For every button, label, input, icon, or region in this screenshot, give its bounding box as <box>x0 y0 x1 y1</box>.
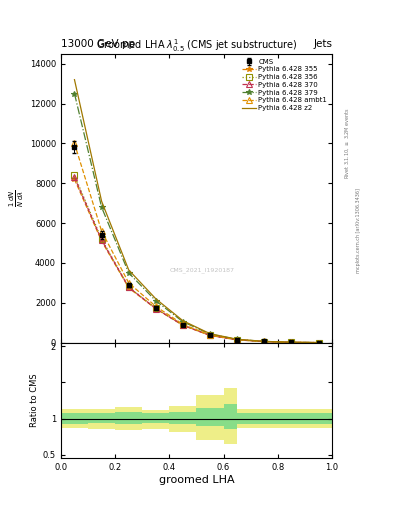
Pythia 6.428 z2 <box>181 317 185 324</box>
Pythia 6.428 370 <box>262 338 266 345</box>
Pythia 6.428 379 <box>153 298 158 304</box>
Text: CMS_2021_I1920187: CMS_2021_I1920187 <box>169 268 234 273</box>
Text: mcplots.cern.ch [arXiv:1306.3436]: mcplots.cern.ch [arXiv:1306.3436] <box>356 188 361 273</box>
Pythia 6.428 ambt1 <box>99 228 104 234</box>
Pythia 6.428 370 <box>126 284 131 290</box>
Pythia 6.428 z2 <box>153 296 158 302</box>
Pythia 6.428 355 <box>262 338 266 345</box>
Pythia 6.428 ambt1 <box>289 339 294 346</box>
Pythia 6.428 370 <box>99 237 104 243</box>
Pythia 6.428 379 <box>126 270 131 276</box>
Text: Rivet 3.1.10, $\geq$ 3.2M events: Rivet 3.1.10, $\geq$ 3.2M events <box>344 108 351 179</box>
Text: Jets: Jets <box>313 38 332 49</box>
Pythia 6.428 356 <box>99 236 104 242</box>
Pythia 6.428 355 <box>235 337 239 343</box>
Pythia 6.428 ambt1 <box>153 303 158 309</box>
Pythia 6.428 ambt1 <box>208 332 212 338</box>
Pythia 6.428 355 <box>289 339 294 346</box>
Line: Pythia 6.428 379: Pythia 6.428 379 <box>72 91 321 346</box>
Pythia 6.428 370 <box>208 332 212 338</box>
Line: Pythia 6.428 370: Pythia 6.428 370 <box>72 175 321 346</box>
Legend: CMS, Pythia 6.428 355, Pythia 6.428 356, Pythia 6.428 370, Pythia 6.428 379, Pyt: CMS, Pythia 6.428 355, Pythia 6.428 356,… <box>240 57 329 113</box>
Pythia 6.428 370 <box>153 306 158 312</box>
Pythia 6.428 z2 <box>126 267 131 273</box>
Pythia 6.428 ambt1 <box>181 321 185 327</box>
Pythia 6.428 379 <box>208 331 212 337</box>
Pythia 6.428 370 <box>235 337 239 343</box>
Pythia 6.428 356 <box>126 284 131 290</box>
Pythia 6.428 356 <box>316 339 321 346</box>
Line: Pythia 6.428 z2: Pythia 6.428 z2 <box>75 80 318 343</box>
Pythia 6.428 356 <box>289 339 294 346</box>
Pythia 6.428 379 <box>262 338 266 345</box>
Pythia 6.428 z2 <box>72 77 77 83</box>
Pythia 6.428 379 <box>289 339 294 346</box>
Pythia 6.428 379 <box>99 204 104 210</box>
Pythia 6.428 355 <box>316 339 321 346</box>
Pythia 6.428 379 <box>235 336 239 343</box>
Pythia 6.428 356 <box>262 338 266 345</box>
Pythia 6.428 ambt1 <box>126 280 131 286</box>
Line: Pythia 6.428 ambt1: Pythia 6.428 ambt1 <box>72 141 321 346</box>
Title: Groomed LHA $\lambda^{1}_{0.5}$ (CMS jet substructure): Groomed LHA $\lambda^{1}_{0.5}$ (CMS jet… <box>96 37 297 54</box>
Pythia 6.428 356 <box>208 332 212 338</box>
Pythia 6.428 370 <box>72 174 77 180</box>
Pythia 6.428 z2 <box>208 331 212 337</box>
Pythia 6.428 z2 <box>316 339 321 346</box>
Pythia 6.428 370 <box>316 339 321 346</box>
Pythia 6.428 356 <box>153 305 158 311</box>
Pythia 6.428 370 <box>181 322 185 328</box>
Pythia 6.428 z2 <box>235 336 239 343</box>
Pythia 6.428 ambt1 <box>235 336 239 343</box>
Pythia 6.428 379 <box>181 318 185 325</box>
Pythia 6.428 379 <box>316 339 321 346</box>
Pythia 6.428 z2 <box>262 338 266 345</box>
Pythia 6.428 355 <box>72 176 77 182</box>
Pythia 6.428 356 <box>181 322 185 328</box>
Y-axis label: Ratio to CMS: Ratio to CMS <box>30 374 39 428</box>
Pythia 6.428 379 <box>72 91 77 97</box>
Pythia 6.428 ambt1 <box>262 338 266 345</box>
Line: Pythia 6.428 356: Pythia 6.428 356 <box>72 173 321 346</box>
Line: Pythia 6.428 355: Pythia 6.428 355 <box>72 177 321 346</box>
Text: 13000 GeV pp: 13000 GeV pp <box>61 38 135 49</box>
Pythia 6.428 355 <box>181 322 185 328</box>
X-axis label: groomed LHA: groomed LHA <box>159 475 234 485</box>
Pythia 6.428 355 <box>153 306 158 312</box>
Pythia 6.428 ambt1 <box>72 140 77 146</box>
Pythia 6.428 370 <box>289 339 294 346</box>
Y-axis label: $\frac{1}{N}\frac{dN}{d\lambda}$: $\frac{1}{N}\frac{dN}{d\lambda}$ <box>7 189 26 207</box>
Pythia 6.428 356 <box>72 172 77 178</box>
Pythia 6.428 z2 <box>99 198 104 204</box>
Pythia 6.428 355 <box>99 238 104 244</box>
Pythia 6.428 ambt1 <box>316 339 321 346</box>
Pythia 6.428 355 <box>126 285 131 291</box>
Pythia 6.428 z2 <box>289 339 294 346</box>
Pythia 6.428 356 <box>235 337 239 343</box>
Pythia 6.428 355 <box>208 332 212 338</box>
